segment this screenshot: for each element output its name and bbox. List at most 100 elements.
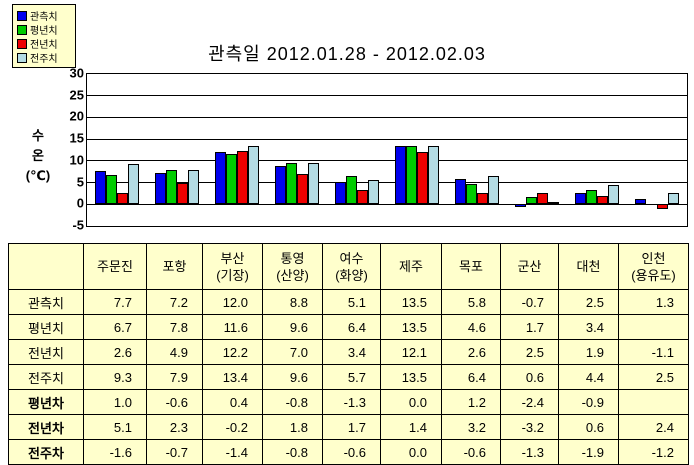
bar-관측치-주문진 [95,170,106,205]
cell-관측치-포항: 7.2 [146,289,203,315]
observation-data-table: 주문진 포항 부산 (기장) 통영 (산양) 여수 (화양) 제주 목포 군산 대천 인천 (용유… [8,243,689,465]
bar-평년치-목포 [466,184,477,205]
cell-관측치-군산: -0.7 [500,289,559,315]
cell-평년차-인천(용유도) [618,389,689,415]
cell-관측치-인천(용유도): 1.3 [618,289,689,315]
y-tick-label-20: 20 [69,108,84,124]
y-tick-label-0: 0 [76,195,84,211]
legend-label: 관측치 [30,12,58,23]
cell-전년차-대천: 0.6 [558,414,619,440]
cell-전주차-주문진: -1.6 [83,439,147,465]
table-row-평년차: 평년차 1.0 -0.6 0.4 -0.8 -1.3 0.0 1.2 -2.4 -0.9 [8,389,689,415]
cell-전주차-제주: 0.0 [380,439,442,465]
row-label-전주치: 전주치 [8,364,84,390]
bar-chart-plot-area [86,73,688,227]
cell-평년차-군산: -2.4 [500,389,559,415]
bar-전주치-통영(산양) [308,162,319,205]
cell-전년치-포항: 4.9 [146,339,203,365]
bar-관측치-제주 [395,145,406,205]
chart-legend: 관측치 평년치 전년치 전주치 [12,4,76,68]
cell-전주차-여수(화양): -0.6 [322,439,381,465]
legend-swatch-icon [17,10,27,21]
bar-전주치-제주 [428,145,439,205]
bar-전주치-주문진 [128,163,139,205]
bar-전년치-여수(화양) [357,189,368,205]
cell-전년치-여수(화양): 3.4 [322,339,381,365]
cell-전주치-목포: 6.4 [441,364,501,390]
table-row-전년차: 전년차 5.1 2.3 -0.2 1.8 1.7 1.4 3.2 -3.2 0.6 2.4 [8,414,689,440]
cell-전년차-통영(산양): 1.8 [262,414,323,440]
cell-평년차-주문진: 1.0 [83,389,147,415]
header-cell-제주: 제주 [380,243,442,290]
cell-평년치-군산: 1.7 [500,314,559,340]
cell-전주치-주문진: 9.3 [83,364,147,390]
cell-평년치-포항: 7.8 [146,314,203,340]
cell-평년차-제주: 0.0 [380,389,442,415]
cell-관측치-통영(산양): 8.8 [262,289,323,315]
bar-관측치-군산 [515,204,526,208]
y-tick-label-25: 25 [69,87,84,103]
legend-swatch-icon [17,24,27,35]
table-row-전주차: 전주차 -1.6 -0.7 -1.4 -0.8 -0.6 0.0 -0.6 -1.3 -1.9 -1… [8,439,689,465]
cell-관측치-부산(기장): 12.0 [202,289,263,315]
bar-관측치-대천 [575,193,586,205]
bar-평년치-부산(기장) [226,153,237,205]
cell-평년치-제주: 13.5 [380,314,442,340]
bar-전년치-포항 [177,183,188,205]
table-row-평년치: 평년치 6.7 7.8 11.6 9.6 6.4 13.5 4.6 1.7 3.4 [8,314,689,340]
cell-전년차-군산: -3.2 [500,414,559,440]
cell-전주치-부산(기장): 13.4 [202,364,263,390]
bar-전주치-목포 [488,176,499,205]
cell-전년차-제주: 1.4 [380,414,442,440]
cell-전주차-부산(기장): -1.4 [202,439,263,465]
cell-전주차-인천(용유도): -1.2 [618,439,689,465]
header-cell-여수(화양): 여수 (화양) [322,243,381,290]
header-cell-목포: 목포 [441,243,501,290]
cell-전주차-대천: -1.9 [558,439,619,465]
cell-전년차-인천(용유도): 2.4 [618,414,689,440]
cell-전주치-여수(화양): 5.7 [322,364,381,390]
cell-평년치-통영(산양): 9.6 [262,314,323,340]
bar-전주치-인천(용유도) [668,193,679,205]
row-label-관측치: 관측치 [8,289,84,315]
bar-전년치-대천 [597,196,608,205]
bar-평년치-여수(화양) [346,176,357,205]
cell-전년차-목포: 3.2 [441,414,501,440]
header-cell-통영(산양): 통영 (산양) [262,243,323,290]
bar-평년치-제주 [406,145,417,205]
bar-전년치-제주 [417,151,428,205]
header-cell-주문진: 주문진 [83,243,147,290]
bar-전년치-인천(용유도) [657,204,668,210]
cell-전년치-통영(산양): 7.0 [262,339,323,365]
legend-swatch-icon [17,38,27,49]
bar-평년치-대천 [586,189,597,205]
cell-전년치-대천: 1.9 [558,339,619,365]
cell-평년치-여수(화양): 6.4 [322,314,381,340]
cell-전주치-대천: 4.4 [558,364,619,390]
header-cell-대천: 대천 [558,243,619,290]
y-tick-label-15: 15 [69,130,84,146]
cell-평년차-포항: -0.6 [146,389,203,415]
gridline-20 [87,116,687,118]
cell-관측치-제주: 13.5 [380,289,442,315]
bar-전주치-여수(화양) [368,179,379,205]
bar-관측치-포항 [155,173,166,205]
cell-관측치-목포: 5.8 [441,289,501,315]
legend-item-평년치: 평년치 [17,23,71,37]
bar-평년치-통영(산양) [286,162,297,205]
cell-평년차-대천: -0.9 [558,389,619,415]
bar-전년치-목포 [477,192,488,205]
cell-평년치-인천(용유도) [618,314,689,340]
cell-전주차-포항: -0.7 [146,439,203,465]
bar-전년치-군산 [537,193,548,205]
bar-전주치-대천 [608,185,619,205]
row-label-전주차: 전주차 [8,439,84,465]
y-tick-label-10: 10 [69,152,84,168]
cell-관측치-주문진: 7.7 [83,289,147,315]
cell-전주차-통영(산양): -0.8 [262,439,323,465]
cell-관측치-대천: 2.5 [558,289,619,315]
row-label-전년차: 전년차 [8,414,84,440]
row-label-평년차: 평년차 [8,389,84,415]
bar-평년치-군산 [526,196,537,205]
cell-전년치-군산: 2.5 [500,339,559,365]
